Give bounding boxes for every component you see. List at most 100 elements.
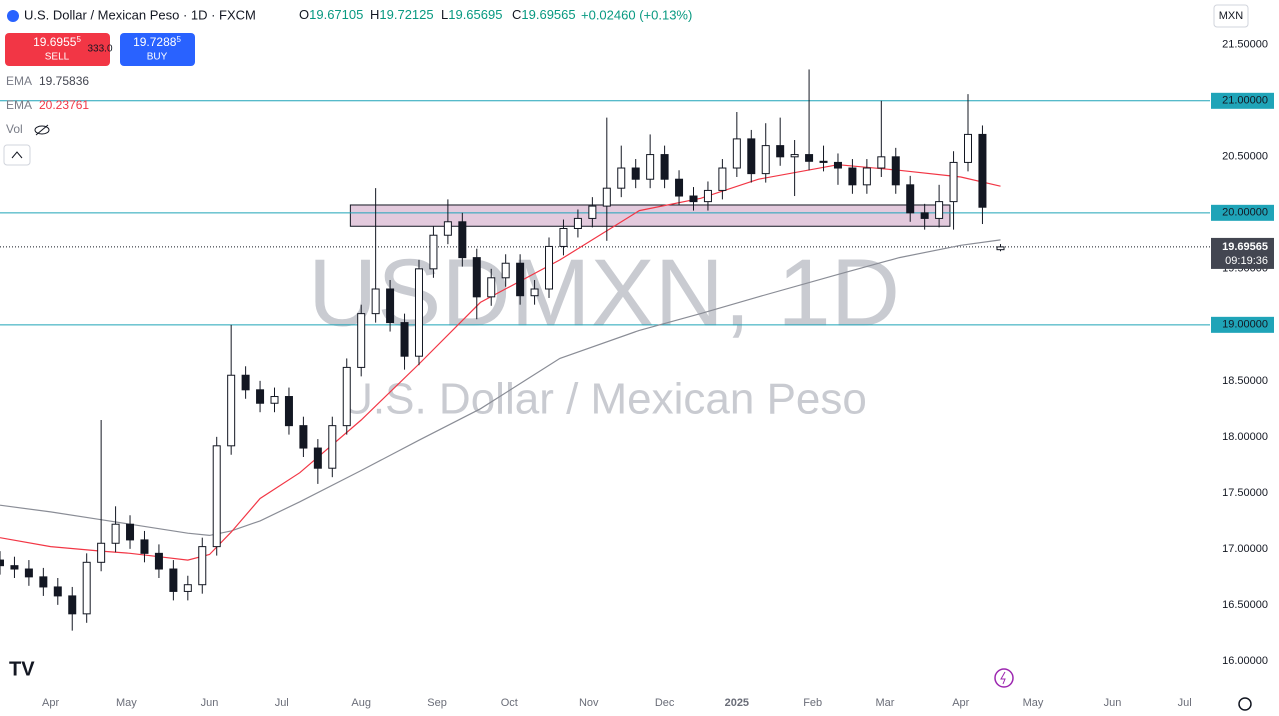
header: U.S. Dollar / Mexican Peso · 1D · FXCM 1… [3, 4, 1252, 711]
candle-body [646, 154, 655, 180]
ohlc-key: O [299, 7, 309, 22]
candle-body [198, 546, 207, 586]
indicator-name[interactable]: EMA [6, 98, 32, 112]
candle-body [10, 565, 19, 570]
candle-body [689, 195, 698, 203]
ohlc-key: L [441, 7, 448, 22]
candle-body [458, 221, 467, 259]
countdown: 09:19:36 [1225, 255, 1268, 267]
collapse-button[interactable] [3, 144, 31, 166]
indicator-value: 19.75836 [39, 74, 89, 88]
candle-body [39, 576, 48, 588]
candle-body [996, 246, 1005, 251]
ema-line [0, 239, 1001, 537]
visibility-icon[interactable] [34, 125, 50, 135]
candle-body [342, 366, 351, 427]
candle-body [935, 201, 944, 219]
ohlc-item: O19.67105 [299, 7, 363, 22]
watermark-ticker: USDMXN, 1D [308, 239, 900, 346]
logo[interactable]: TV [9, 658, 35, 680]
x-tick-label: Oct [501, 697, 518, 709]
buy-button[interactable] [120, 33, 195, 66]
sell-button[interactable] [5, 33, 110, 66]
candle-body [328, 425, 337, 469]
symbol[interactable]: U.S. Dollar / Mexican Peso · 1D · FXCM [24, 7, 256, 22]
candle-body [154, 552, 163, 570]
alert-bolt [1000, 671, 1006, 685]
indicator-name[interactable]: EMA [6, 74, 32, 88]
candle-body [111, 523, 120, 544]
x-tick-label: Dec [655, 697, 675, 709]
currency: MXN [1219, 10, 1244, 22]
candle-body [602, 187, 611, 207]
settings-icon[interactable] [1238, 697, 1252, 711]
candle-body [371, 288, 380, 315]
price-label: 19.69565 [1222, 241, 1268, 253]
x-tick-label: Apr [42, 697, 59, 709]
level-label: 19.00000 [1222, 319, 1268, 331]
currency-button[interactable] [1213, 4, 1249, 28]
x-tick-label: May [116, 697, 137, 709]
candle-body [964, 133, 972, 163]
candle-body [660, 154, 669, 180]
candle-body [920, 212, 929, 219]
candle-body [675, 178, 684, 197]
y-tick-label: 20.50000 [1222, 151, 1268, 163]
alert-icon[interactable] [994, 668, 1014, 688]
candle-body [53, 586, 62, 597]
candle-body [126, 523, 135, 541]
sell-price: 19.69555 [33, 35, 81, 49]
ohlc-item: H19.72125 [370, 7, 434, 22]
buy-pip: 5 [176, 35, 181, 44]
ohlc-value: 19.69565 [521, 7, 575, 22]
x-tick-label: Nov [579, 697, 599, 709]
volume-label[interactable]: Vol [6, 122, 23, 136]
candle-body [270, 396, 279, 404]
x-tick-label: Mar [875, 697, 894, 709]
y-tick-label: 18.50000 [1222, 375, 1268, 387]
x-tick-label: 2025 [725, 697, 749, 709]
y-tick-label: 17.50000 [1222, 487, 1268, 499]
candle-body [703, 189, 712, 203]
candle-body [862, 167, 871, 186]
y-tick-label: 16.50000 [1222, 599, 1268, 611]
indicator-value: 20.23761 [39, 98, 89, 112]
candle-body [241, 374, 250, 391]
x-tick-label: Jul [1178, 697, 1192, 709]
watermark-name: U.S. Dollar / Mexican Peso [341, 375, 867, 424]
symbol-icon [7, 10, 19, 22]
candle-body [776, 145, 785, 158]
y-tick-label: 17.00000 [1222, 543, 1268, 555]
candle-body [790, 154, 799, 158]
buy-label: BUY [147, 52, 168, 63]
candle-body [400, 322, 409, 357]
candle-body [313, 447, 322, 469]
candle-body [357, 313, 366, 368]
candle-body [819, 160, 828, 163]
candle-body [747, 138, 756, 175]
buy-price: 19.72885 [133, 35, 181, 49]
candle-body [68, 595, 77, 615]
sell-pip: 5 [76, 35, 81, 44]
candle-body [516, 262, 525, 297]
price-label-box [1211, 237, 1274, 269]
buy-price-main: 19.7288 [133, 35, 177, 49]
level-label-box [1211, 204, 1274, 221]
candle-body [284, 396, 293, 427]
candle-body [761, 145, 770, 175]
ohlc-value: 19.67105 [309, 7, 363, 22]
level-label-box [1211, 92, 1274, 109]
candle-body [487, 277, 496, 298]
spread: 333.0 [87, 44, 112, 55]
candle-body [978, 133, 987, 208]
candle-body [631, 167, 640, 180]
candle-body [617, 167, 626, 189]
candle-body [545, 245, 554, 290]
candle-body [877, 156, 886, 169]
ema-line [0, 164, 1001, 561]
candle-body [891, 156, 900, 186]
ohlc-value: 19.65695 [448, 7, 502, 22]
level-label-box [1211, 316, 1274, 333]
